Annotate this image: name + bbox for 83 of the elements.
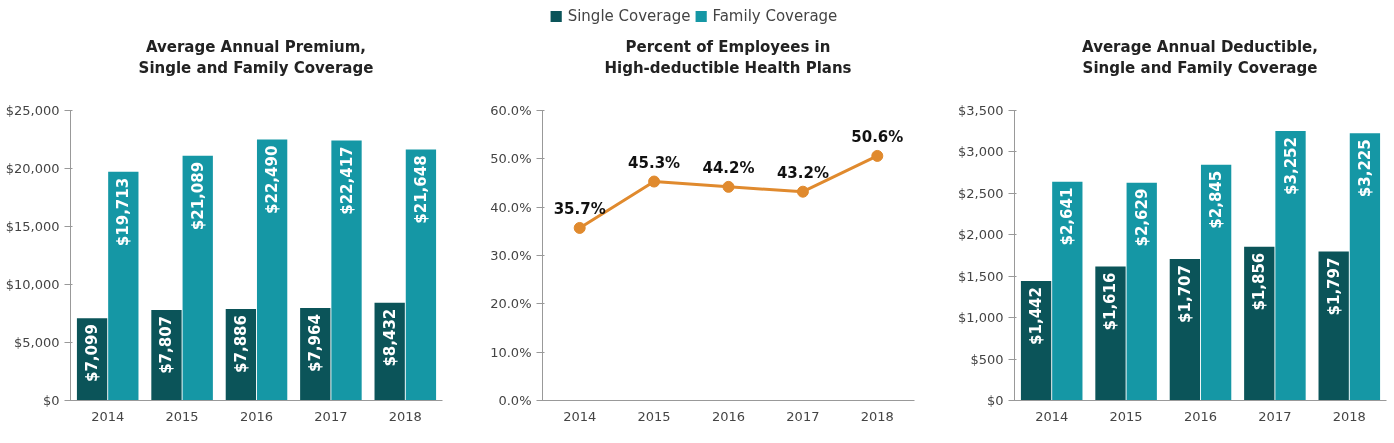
y-tick-label: $0	[986, 393, 1004, 408]
chart-title: Percent of Employees in High-deductible Health Plans	[604, 37, 852, 80]
legend-label: Single Coverage	[567, 7, 691, 25]
point	[648, 175, 661, 188]
bar	[108, 171, 139, 401]
data-label: $21,089	[188, 161, 207, 231]
data-label: $19,713	[114, 177, 133, 247]
legend-label: Family Coverage	[712, 7, 838, 25]
y-tick-label: 10.0%	[490, 344, 532, 360]
y-tick-label: $2,500	[958, 185, 1004, 201]
y-tick-label: 40.0%	[490, 199, 532, 215]
bar	[256, 139, 288, 401]
y-tick-label: $3,500	[958, 103, 1004, 118]
point	[871, 149, 884, 162]
x-tick-label: 2018	[388, 408, 422, 424]
point	[722, 180, 735, 193]
data-label: $1,797	[1324, 257, 1343, 316]
data-label: $2,629	[1132, 188, 1151, 247]
data-label: $7,886	[231, 315, 250, 373]
data-label: 44.2%	[702, 158, 755, 177]
x-tick-label: 2015	[165, 408, 199, 424]
data-label: $1,442	[1027, 287, 1046, 345]
chart-title: Average Annual Deductible, Single and Family Coverage	[1082, 37, 1318, 80]
data-label: 43.2%	[776, 163, 829, 182]
bar	[1275, 131, 1306, 401]
data-label: $1,707	[1175, 265, 1194, 323]
x-tick-label: 2016	[239, 408, 274, 424]
x-tick-label: 2018	[1332, 408, 1366, 424]
y-tick-label: $5,000	[14, 335, 60, 350]
x-tick-label: 2017	[786, 408, 820, 424]
x-tick-label: 2014	[563, 408, 597, 424]
data-label: $22,417	[337, 146, 356, 215]
bar	[182, 155, 213, 401]
x-tick-label: 2015	[637, 408, 671, 424]
data-label: $8,432	[380, 308, 399, 367]
y-tick-label: 50.0%	[490, 151, 532, 167]
bar	[1052, 181, 1083, 401]
y-tick-label: $1,000	[958, 310, 1004, 326]
x-tick-label: 2014	[1035, 408, 1069, 424]
chart-title: Average Annual Premium, Single and Family Coverage	[138, 37, 374, 80]
x-tick-label: 2015	[1109, 408, 1143, 424]
bar	[331, 140, 362, 401]
data-label: 35.7%	[553, 199, 606, 218]
data-label: $7,964	[306, 314, 325, 372]
bar	[1095, 266, 1126, 401]
point	[796, 185, 809, 198]
y-tick-label: $15,000	[5, 219, 60, 234]
y-tick-label: 60.0%	[490, 103, 532, 118]
y-tick-label: $500	[970, 351, 1004, 367]
bar	[405, 149, 437, 401]
data-label: $21,648	[411, 155, 430, 224]
data-label: $3,225	[1355, 139, 1374, 198]
data-label: $1,856	[1250, 252, 1269, 311]
data-label: $22,490	[263, 145, 282, 214]
data-label: $7,807	[157, 315, 176, 374]
data-label: $1,616	[1101, 272, 1120, 331]
y-tick-label: $10,000	[5, 277, 60, 292]
x-tick-label: 2017	[314, 408, 348, 424]
bar	[1349, 133, 1381, 401]
x-tick-label: 2018	[860, 408, 894, 424]
data-label: 50.6%	[851, 127, 904, 146]
x-tick-label: 2014	[91, 408, 125, 424]
data-label: $2,845	[1207, 170, 1226, 229]
y-tick-label: $2,000	[958, 227, 1004, 243]
x-tick-label: 2017	[1258, 408, 1292, 424]
y-tick-label: $0	[42, 393, 60, 408]
data-label: $2,641	[1058, 187, 1077, 246]
x-tick-label: 2016	[1183, 408, 1218, 424]
y-tick-label: 20.0%	[490, 296, 532, 312]
bar	[1318, 251, 1349, 401]
y-tick-label: $3,000	[958, 144, 1004, 160]
bar	[1126, 182, 1157, 401]
x-tick-label: 2016	[711, 408, 746, 424]
y-tick-label: 30.0%	[490, 248, 532, 263]
y-tick-label: 0.0%	[498, 393, 532, 408]
y-tick-label: $25,000	[5, 103, 60, 118]
point	[573, 221, 586, 234]
data-label: $7,099	[83, 324, 102, 383]
y-tick-label: $1,500	[958, 268, 1004, 284]
bar	[1200, 164, 1232, 401]
data-label: $3,252	[1281, 137, 1300, 195]
y-tick-label: $20,000	[5, 161, 60, 176]
data-label: 45.3%	[628, 153, 681, 172]
